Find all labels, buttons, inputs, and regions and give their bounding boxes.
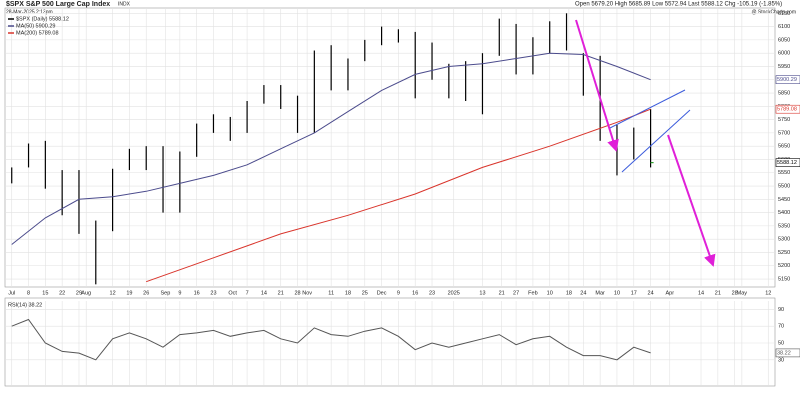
y-tick-label: 5450 xyxy=(778,197,790,203)
x-tick-label: Feb xyxy=(528,290,537,296)
x-tick-label: Dec xyxy=(377,290,387,296)
channel-line xyxy=(609,89,686,129)
x-tick-label: Apr xyxy=(665,290,674,296)
y-tick-label: 6100 xyxy=(778,24,790,30)
y-tick-label: 5950 xyxy=(778,64,790,70)
date-stamp: 28-Mar-2025 2:13pm xyxy=(6,9,53,15)
y-tick-label: 50 xyxy=(778,340,784,346)
y-tick-label: 30 xyxy=(778,357,784,363)
x-tick-label: 16 xyxy=(412,290,418,296)
y-tick-label: 5250 xyxy=(778,250,790,256)
y-tick-label: 5500 xyxy=(778,183,790,189)
x-tick-label: 24 xyxy=(648,290,654,296)
series-line xyxy=(11,318,651,361)
series-line xyxy=(146,108,651,283)
y-tick-label: 70 xyxy=(778,324,784,330)
y-tick-label: 5750 xyxy=(778,117,790,123)
x-tick-label: Mar xyxy=(595,290,605,296)
value-box xyxy=(775,104,800,114)
x-tick-label: 23 xyxy=(210,290,216,296)
legend-entry: MA(200) 5789.08 xyxy=(16,30,59,36)
x-tick-label: 26 xyxy=(143,290,149,296)
x-tick-label: 25 xyxy=(362,290,368,296)
x-tick-label: 7 xyxy=(246,290,249,296)
chart-title: $SPX S&P 500 Large Cap Index xyxy=(6,1,110,8)
trend-arrow xyxy=(575,19,619,152)
y-tick-label: 6050 xyxy=(778,37,790,43)
y-tick-label: 5400 xyxy=(778,210,790,216)
rsi-panel xyxy=(4,297,776,387)
x-tick-label: 21 xyxy=(715,290,721,296)
x-tick-label: 28 xyxy=(732,290,738,296)
x-tick-label: 13 xyxy=(479,290,485,296)
x-tick-label: 18 xyxy=(345,290,351,296)
x-tick-label: Jul xyxy=(8,290,15,296)
x-tick-label: 2025 xyxy=(448,290,460,296)
price-panel xyxy=(4,7,776,288)
x-tick-label: 9 xyxy=(397,290,400,296)
x-tick-label: 16 xyxy=(194,290,200,296)
y-tick-label: 5350 xyxy=(778,223,790,229)
credit: @ StockCharts.com xyxy=(751,9,796,15)
legend-entry: $SPX (Daily) 5588.12 xyxy=(16,16,69,22)
x-tick-label: 22 xyxy=(59,290,65,296)
x-tick-label: 24 xyxy=(580,290,586,296)
x-tick-label: 17 xyxy=(631,290,637,296)
x-tick-label: 11 xyxy=(328,290,334,296)
value-box-label: 5789.08 xyxy=(777,107,797,113)
trend-arrow xyxy=(667,134,716,267)
x-tick-label: 9 xyxy=(178,290,181,296)
y-tick-label: 5300 xyxy=(778,237,790,243)
x-tick-label: 12 xyxy=(110,290,116,296)
x-tick-label: 19 xyxy=(126,290,132,296)
x-tick-label: 21 xyxy=(499,290,505,296)
series-line xyxy=(11,52,651,245)
y-tick-label: 5850 xyxy=(778,90,790,96)
panel-label: RSI(14) 38.22 xyxy=(8,302,42,308)
x-tick-label: 18 xyxy=(566,290,572,296)
y-tick-label: 5550 xyxy=(778,170,790,176)
annotations xyxy=(575,19,716,267)
channel-line xyxy=(621,109,691,173)
exchange: INDX xyxy=(118,1,131,7)
value-box-label: 5900.29 xyxy=(777,77,797,83)
y-tick-label: 90 xyxy=(778,307,784,313)
value-box xyxy=(775,158,800,167)
x-tick-label: 21 xyxy=(278,290,284,296)
x-tick-label: Oct xyxy=(228,290,237,296)
x-tick-label: 8 xyxy=(27,290,30,296)
x-tick-label: Sep xyxy=(160,290,170,296)
legend-entry: MA(50) 5900.29 xyxy=(16,23,55,29)
x-tick-label: 28 xyxy=(294,290,300,296)
x-tick-label: 10 xyxy=(547,290,553,296)
y-tick-label: 5650 xyxy=(778,144,790,150)
x-tick-label: 12 xyxy=(765,290,771,296)
x-tick-label: Nov xyxy=(302,290,312,296)
value-box xyxy=(775,348,800,358)
x-tick-label: 14 xyxy=(261,290,267,296)
quote: Open 5679.20 High 5685.89 Low 5572.94 La… xyxy=(575,2,782,8)
value-box-label: 5588.12 xyxy=(777,160,797,166)
y-tick-label: 5150 xyxy=(778,276,790,282)
x-tick-label: 29 xyxy=(76,290,82,296)
value-box xyxy=(775,75,800,84)
y-tick-label: 5700 xyxy=(778,130,790,136)
y-tick-label: 5200 xyxy=(778,263,790,269)
value-box-label: 38.22 xyxy=(777,350,791,356)
y-tick-label: 6000 xyxy=(778,51,790,57)
y-tick-label: 6150 xyxy=(778,11,790,17)
x-tick-label: 14 xyxy=(698,290,704,296)
x-tick-label: 15 xyxy=(42,290,48,296)
x-tick-label: 27 xyxy=(513,290,519,296)
x-tick-label: 10 xyxy=(614,290,620,296)
x-tick-label: Aug xyxy=(81,290,91,296)
x-tick-label: May xyxy=(737,290,748,296)
x-tick-label: 23 xyxy=(429,290,435,296)
